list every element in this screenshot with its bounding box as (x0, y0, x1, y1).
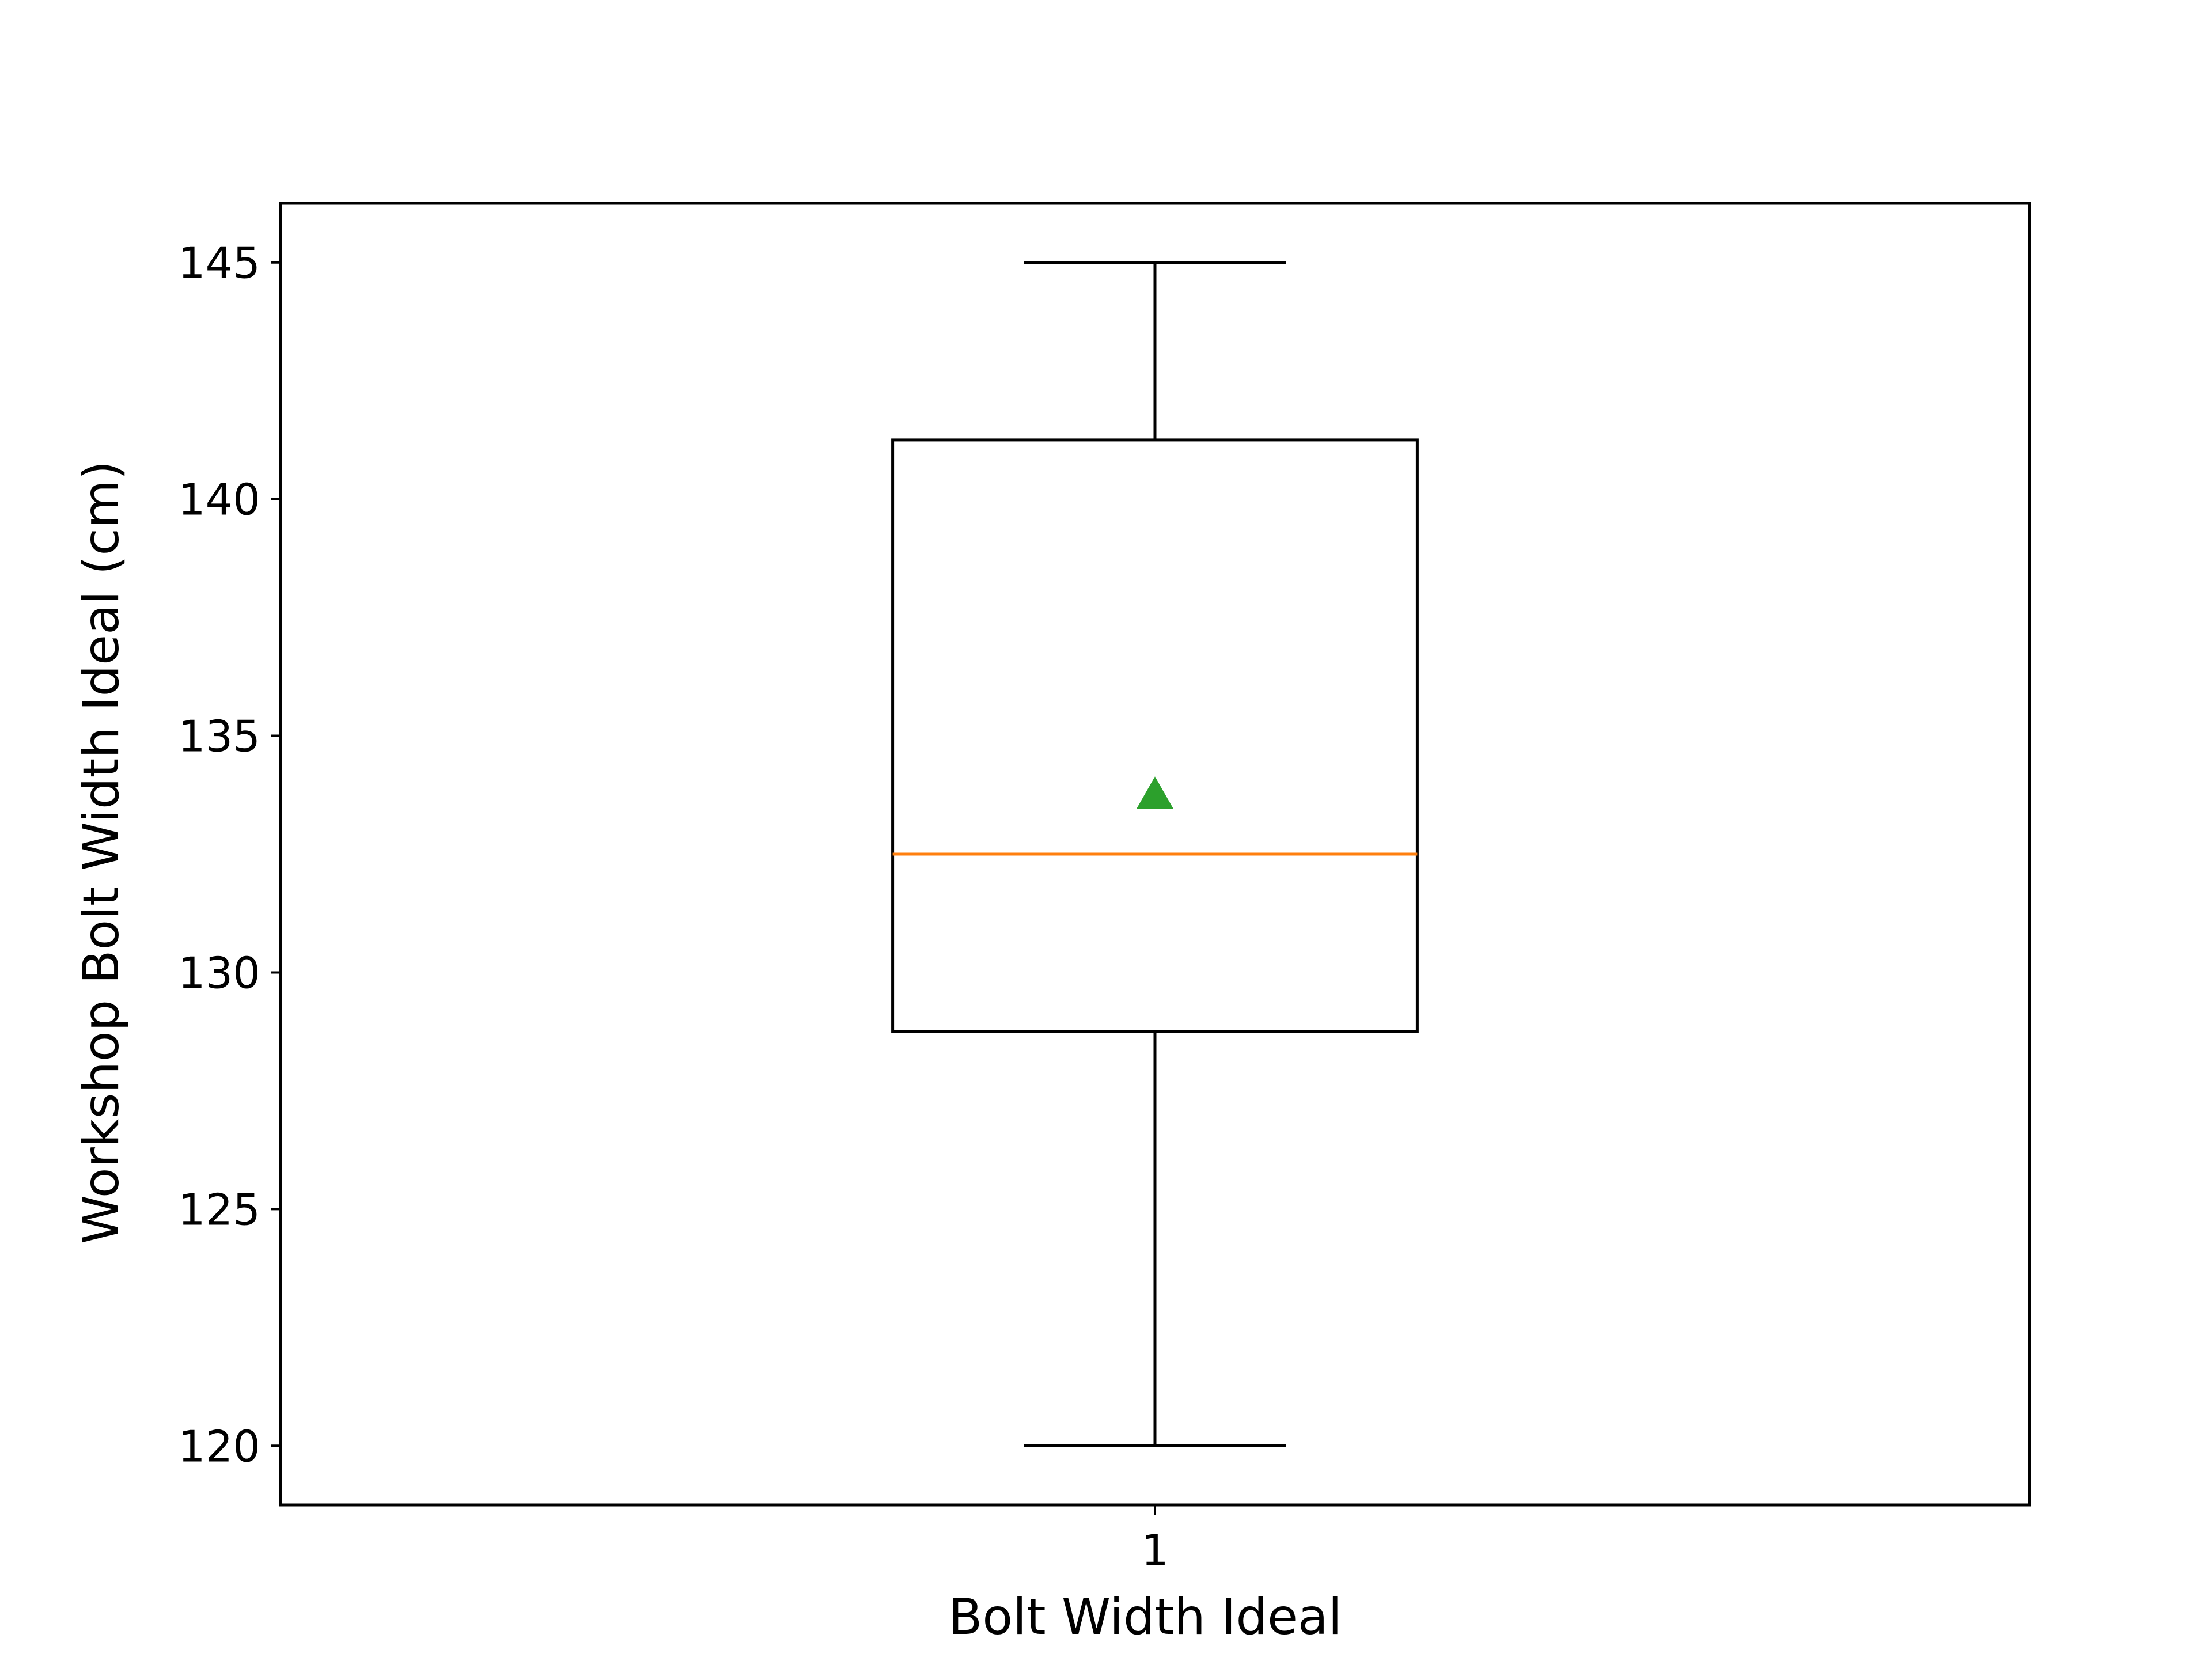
mean-marker (1137, 776, 1173, 809)
y-tick-label: 130 (178, 947, 260, 998)
box-iqr (891, 438, 1419, 1033)
plot-area: 120 125 130 135 140 145 1 (178, 202, 2031, 1576)
y-tick-label: 135 (178, 711, 260, 762)
y-tick-label: 145 (178, 238, 260, 289)
y-tick-label: 125 (178, 1184, 260, 1235)
y-tick-label: 120 (178, 1421, 260, 1472)
x-axis-label: Bolt Width Ideal (948, 1588, 1342, 1646)
x-tick-label: 1 (1141, 1525, 1169, 1576)
y-axis-label: Workshop Bolt Width Ideal (cm) (73, 461, 130, 1244)
y-tick-label: 140 (178, 475, 260, 525)
